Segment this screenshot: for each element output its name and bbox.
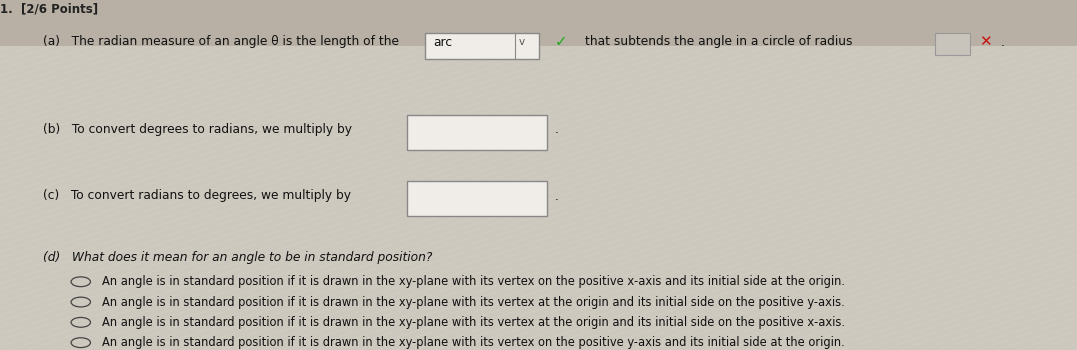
Text: An angle is in standard position if it is drawn in the xy-plane with its vertex : An angle is in standard position if it i… [102, 275, 845, 288]
Text: .: . [555, 189, 559, 203]
Text: that subtends the angle in a circle of radius: that subtends the angle in a circle of r… [585, 35, 852, 49]
FancyBboxPatch shape [0, 0, 1077, 46]
Text: An angle is in standard position if it is drawn in the xy-plane with its vertex : An angle is in standard position if it i… [102, 336, 845, 349]
Text: ✓: ✓ [555, 35, 568, 49]
FancyBboxPatch shape [425, 33, 538, 59]
Text: An angle is in standard position if it is drawn in the xy-plane with its vertex : An angle is in standard position if it i… [102, 316, 845, 329]
Text: 1.  [2/6 Points]: 1. [2/6 Points] [0, 2, 98, 15]
Text: .: . [555, 123, 559, 136]
FancyBboxPatch shape [407, 115, 547, 150]
Text: An angle is in standard position if it is drawn in the xy-plane with its vertex : An angle is in standard position if it i… [102, 295, 845, 309]
Text: ✕: ✕ [979, 35, 992, 49]
Text: (d)   What does it mean for an angle to be in standard position?: (d) What does it mean for an angle to be… [43, 251, 433, 264]
Text: .: . [1001, 35, 1005, 49]
Text: (a)   The radian measure of an angle θ is the length of the: (a) The radian measure of an angle θ is … [43, 35, 403, 49]
Text: (b)   To convert degrees to radians, we multiply by: (b) To convert degrees to radians, we mu… [43, 123, 352, 136]
Text: v: v [519, 37, 526, 47]
FancyBboxPatch shape [407, 181, 547, 216]
FancyBboxPatch shape [935, 33, 970, 55]
Text: (c)   To convert radians to degrees, we multiply by: (c) To convert radians to degrees, we mu… [43, 189, 351, 203]
Text: arc: arc [433, 35, 452, 49]
